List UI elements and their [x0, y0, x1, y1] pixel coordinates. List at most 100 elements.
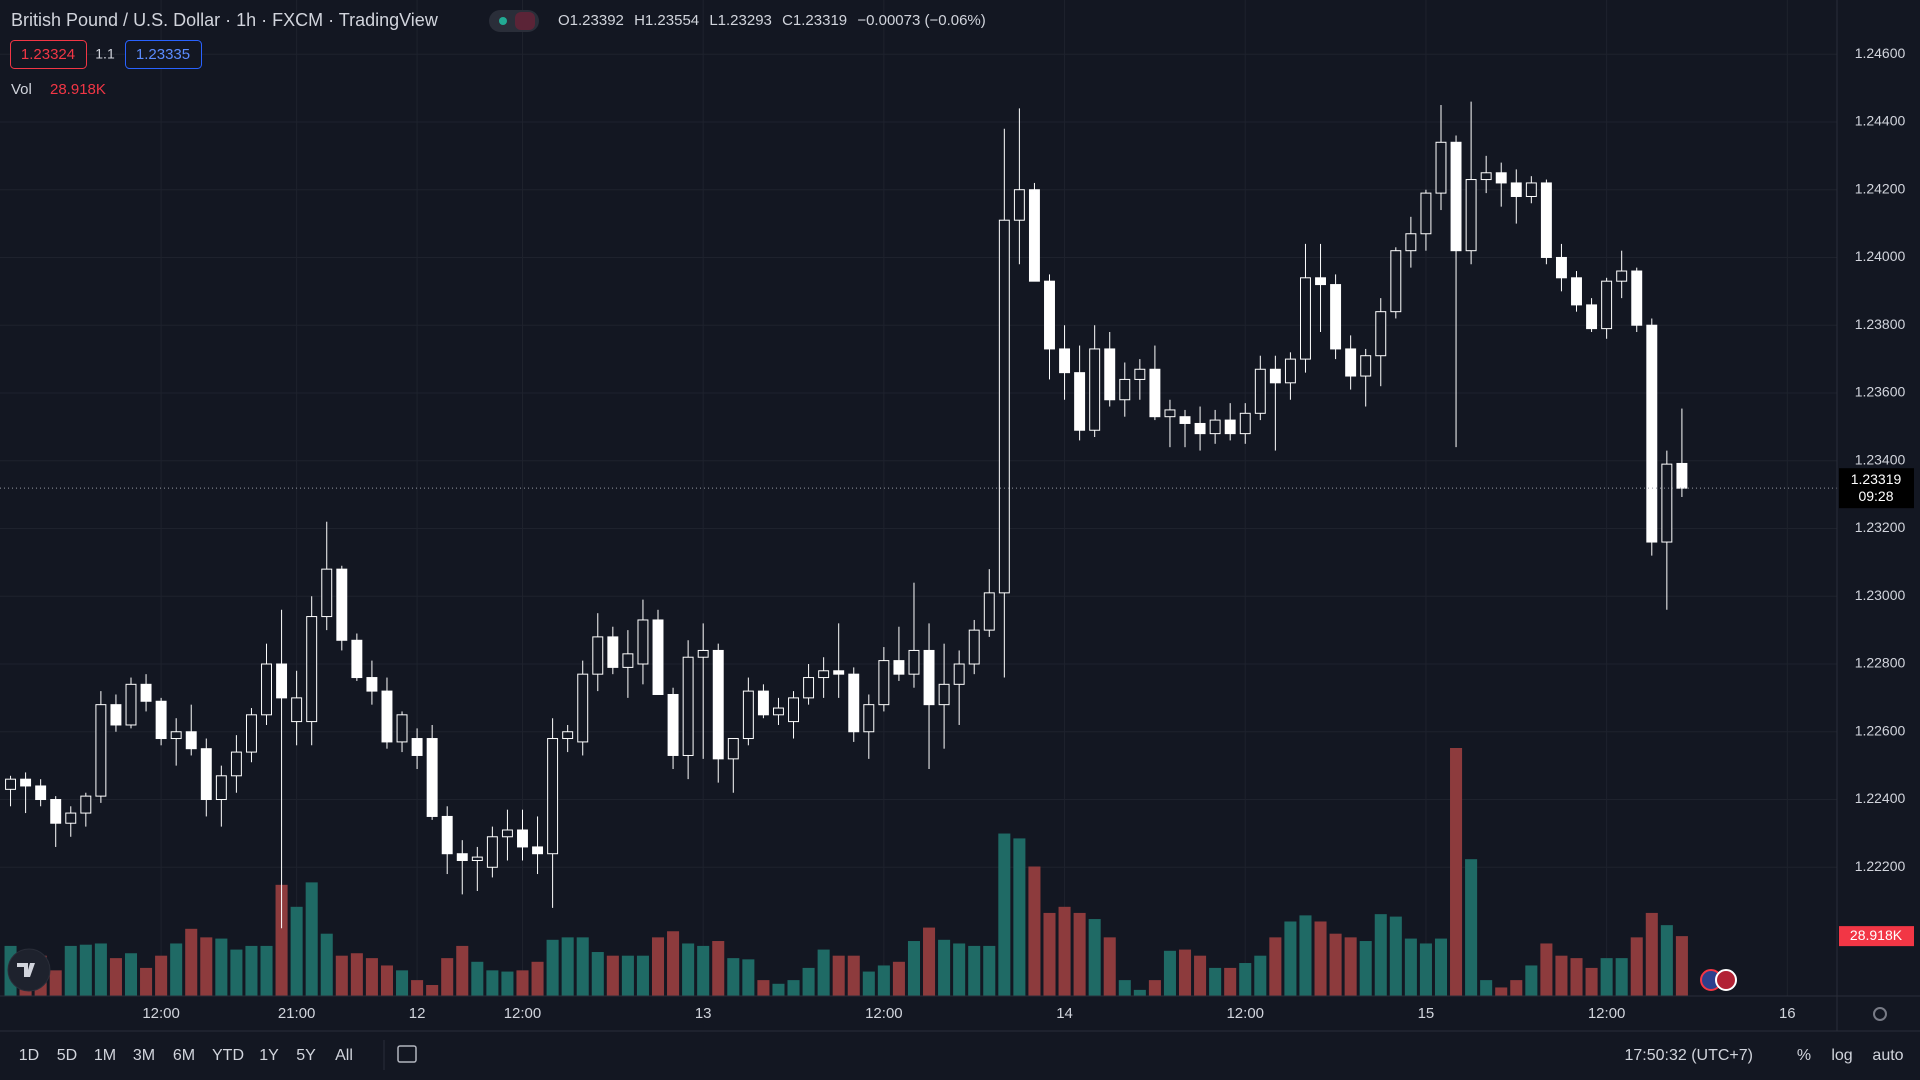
volume-bar [1615, 958, 1628, 996]
symbol-title[interactable]: British Pound / U.S. Dollar · 1h · FXCM … [11, 10, 439, 30]
volume-bar [1675, 936, 1688, 996]
range-button[interactable]: 5Y [296, 1047, 316, 1064]
ohlc-legend: O1.23392 H1.23554 L1.23293 C1.23319 −0.0… [558, 12, 986, 29]
volume-bar [64, 945, 77, 996]
range-button[interactable]: 1M [94, 1047, 116, 1064]
volume-bar [426, 985, 439, 996]
y-tick-label: 1.23400 [1855, 451, 1906, 467]
settings-icon[interactable] [1873, 1007, 1887, 1021]
volume-bar [1284, 921, 1297, 996]
clock: 17:50:32 (UTC+7) [1624, 1047, 1753, 1064]
scale-option[interactable]: log [1831, 1047, 1852, 1064]
candle-body [622, 653, 634, 668]
sell-button[interactable] [10, 40, 87, 69]
x-tick-label: 14 [1056, 1005, 1073, 1022]
buy-button[interactable] [125, 40, 202, 69]
volume-bar [79, 944, 92, 996]
range-button[interactable]: 3M [133, 1047, 155, 1064]
volume-bar [832, 955, 845, 996]
volume-bar [335, 955, 348, 996]
status-dot [499, 17, 507, 25]
volume-bar [1434, 938, 1448, 996]
volume-bar [350, 953, 363, 996]
volume-bar [124, 953, 138, 996]
y-tick-label: 1.23600 [1855, 384, 1906, 400]
volume-bar [200, 937, 213, 996]
candle-body [863, 704, 875, 733]
candle-body [577, 673, 589, 743]
candle-body [155, 700, 167, 740]
x-tick-label: 13 [695, 1005, 712, 1022]
candle-body [411, 738, 423, 756]
volume-bar [1660, 925, 1673, 996]
volume-bar [516, 970, 529, 996]
candle-body [848, 673, 860, 733]
candle-body [893, 660, 905, 675]
scale-option[interactable]: % [1797, 1047, 1811, 1064]
candle-body [1676, 462, 1688, 489]
candle-body [1586, 304, 1598, 330]
range-button[interactable]: 1Y [259, 1047, 279, 1064]
volume-bar [892, 961, 905, 996]
volume-bar [260, 945, 273, 996]
volume-bar [275, 884, 288, 996]
candle-body [1104, 348, 1116, 401]
candle-body [1646, 324, 1658, 543]
volume-bar [667, 931, 680, 996]
volume-bar [712, 941, 725, 996]
volume-bar [697, 945, 710, 996]
volume-legend-name: Vol [11, 81, 32, 98]
candle-body [1450, 141, 1462, 252]
candle-body [1435, 141, 1447, 194]
volume-bar [1374, 914, 1387, 996]
volume-bar [456, 945, 469, 996]
volume-bar [1194, 955, 1207, 996]
x-tick-label: 12:00 [504, 1005, 542, 1022]
candle-body [65, 812, 77, 824]
volume-bar [1585, 967, 1598, 996]
candle-body [50, 799, 62, 824]
volume-bar [1103, 937, 1116, 996]
volume-bar [1299, 915, 1312, 996]
volume-bar [1600, 958, 1613, 996]
sell-price: 1.23324 [21, 46, 75, 63]
candle-body [682, 656, 694, 756]
range-button[interactable]: 1D [19, 1047, 39, 1064]
y-tick-label: 1.24200 [1855, 180, 1906, 196]
range-button[interactable]: 5D [57, 1047, 77, 1064]
volume-bar [471, 961, 484, 996]
candle-body [261, 663, 272, 716]
quantity[interactable]: 1.1 [95, 46, 115, 62]
volume-bar [1450, 748, 1463, 996]
candle-body [336, 568, 348, 641]
candle-body [1571, 277, 1582, 306]
range-button[interactable]: All [335, 1047, 353, 1064]
volume-bar [1465, 859, 1478, 996]
candles [0, 101, 1837, 929]
range-button[interactable]: 6M [173, 1047, 195, 1064]
volume-bar [501, 971, 514, 996]
volume-bar [411, 980, 424, 996]
volume-bar [998, 833, 1011, 996]
candle-body [456, 853, 468, 861]
candle-body [1074, 372, 1086, 431]
date-range-icon[interactable] [397, 1045, 417, 1063]
y-tick-label: 1.24400 [1855, 113, 1906, 129]
candle-body [321, 568, 333, 618]
candle-body [1555, 256, 1567, 279]
candle-body [486, 836, 498, 868]
range-button[interactable]: YTD [212, 1047, 244, 1064]
candle-body [1375, 311, 1387, 357]
candle-body [501, 829, 513, 838]
x-tick-label: 12:00 [1226, 1005, 1264, 1022]
volume-bar [486, 970, 499, 996]
last-price-badge [1839, 468, 1914, 509]
candle-body [1284, 358, 1296, 384]
candle-body [185, 731, 197, 750]
volume-bar [290, 906, 303, 996]
volume-bar [1073, 912, 1086, 996]
candle-body [1164, 409, 1176, 418]
scale-option[interactable]: auto [1872, 1047, 1903, 1064]
volume-bar [1269, 937, 1282, 996]
